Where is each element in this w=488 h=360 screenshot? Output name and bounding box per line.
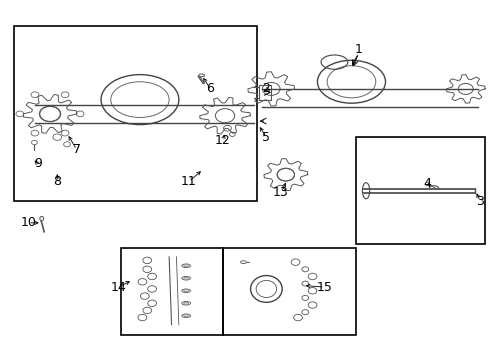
Text: 3: 3 xyxy=(475,195,483,208)
Text: 14: 14 xyxy=(110,281,126,294)
Bar xyxy=(356,137,484,244)
Text: 10: 10 xyxy=(20,216,36,229)
Text: 13: 13 xyxy=(272,186,288,199)
Text: 4: 4 xyxy=(422,177,430,190)
Text: 15: 15 xyxy=(316,281,332,294)
Text: 1: 1 xyxy=(354,43,362,56)
Text: 9: 9 xyxy=(34,157,41,170)
Text: 5: 5 xyxy=(262,131,270,144)
Bar xyxy=(14,26,256,202)
Text: 6: 6 xyxy=(206,82,214,95)
Text: 8: 8 xyxy=(53,175,61,188)
Text: 2: 2 xyxy=(262,82,270,95)
Bar xyxy=(120,248,222,336)
Text: 11: 11 xyxy=(181,175,196,188)
Text: 12: 12 xyxy=(214,134,230,147)
Bar xyxy=(222,248,356,336)
Text: 7: 7 xyxy=(73,143,81,156)
